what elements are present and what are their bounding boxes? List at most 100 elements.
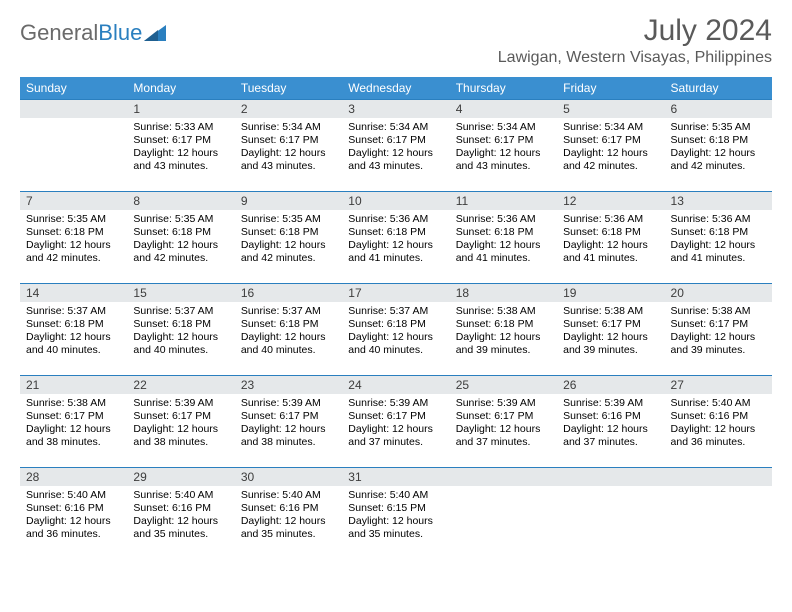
day-body: Sunrise: 5:34 AMSunset: 6:17 PMDaylight:… [342, 118, 449, 191]
day-line: Daylight: 12 hours [671, 239, 766, 252]
day-line: and 39 minutes. [456, 344, 551, 357]
day-line: Daylight: 12 hours [241, 515, 336, 528]
day-line: Sunset: 6:17 PM [563, 318, 658, 331]
day-body: Sunrise: 5:40 AMSunset: 6:15 PMDaylight:… [342, 486, 449, 559]
day-line: Sunrise: 5:36 AM [671, 213, 766, 226]
day-body: Sunrise: 5:36 AMSunset: 6:18 PMDaylight:… [450, 210, 557, 283]
day-line: Sunset: 6:18 PM [456, 226, 551, 239]
calendar-day-cell: 4Sunrise: 5:34 AMSunset: 6:17 PMDaylight… [450, 99, 557, 191]
day-line: and 38 minutes. [133, 436, 228, 449]
day-line: Daylight: 12 hours [133, 147, 228, 160]
day-line: Daylight: 12 hours [26, 331, 121, 344]
day-number: 18 [450, 283, 557, 302]
day-number [20, 99, 127, 118]
day-line: Daylight: 12 hours [241, 423, 336, 436]
day-line: Daylight: 12 hours [133, 515, 228, 528]
brand-logo: GeneralBlue [20, 20, 166, 46]
calendar-day-cell: 14Sunrise: 5:37 AMSunset: 6:18 PMDayligh… [20, 283, 127, 375]
calendar-day-cell: 9Sunrise: 5:35 AMSunset: 6:18 PMDaylight… [235, 191, 342, 283]
day-line: Daylight: 12 hours [26, 239, 121, 252]
day-header: Sunday [20, 77, 127, 99]
day-number: 17 [342, 283, 449, 302]
day-body: Sunrise: 5:37 AMSunset: 6:18 PMDaylight:… [235, 302, 342, 375]
day-number: 9 [235, 191, 342, 210]
day-line: Sunrise: 5:40 AM [348, 489, 443, 502]
day-body: Sunrise: 5:35 AMSunset: 6:18 PMDaylight:… [235, 210, 342, 283]
day-line: Daylight: 12 hours [241, 147, 336, 160]
day-line: Sunrise: 5:38 AM [671, 305, 766, 318]
day-line: Daylight: 12 hours [348, 423, 443, 436]
day-line: Sunset: 6:17 PM [241, 134, 336, 147]
day-line: Sunrise: 5:34 AM [563, 121, 658, 134]
location-text: Lawigan, Western Visayas, Philippines [498, 49, 772, 67]
day-number: 7 [20, 191, 127, 210]
day-line: Sunrise: 5:40 AM [241, 489, 336, 502]
day-header: Wednesday [342, 77, 449, 99]
day-line: Sunset: 6:18 PM [348, 226, 443, 239]
calendar-day-cell: 23Sunrise: 5:39 AMSunset: 6:17 PMDayligh… [235, 375, 342, 467]
day-body: Sunrise: 5:36 AMSunset: 6:18 PMDaylight:… [557, 210, 664, 283]
day-line: and 42 minutes. [563, 160, 658, 173]
day-line: Sunset: 6:17 PM [348, 410, 443, 423]
day-line: Sunrise: 5:38 AM [456, 305, 551, 318]
day-line: Sunrise: 5:34 AM [241, 121, 336, 134]
day-number: 25 [450, 375, 557, 394]
day-line: Sunrise: 5:36 AM [348, 213, 443, 226]
day-body: Sunrise: 5:37 AMSunset: 6:18 PMDaylight:… [127, 302, 234, 375]
day-line: Sunset: 6:18 PM [26, 318, 121, 331]
calendar-day-cell: 16Sunrise: 5:37 AMSunset: 6:18 PMDayligh… [235, 283, 342, 375]
day-line: Daylight: 12 hours [563, 331, 658, 344]
calendar-day-cell: 25Sunrise: 5:39 AMSunset: 6:17 PMDayligh… [450, 375, 557, 467]
day-number: 22 [127, 375, 234, 394]
day-line: Daylight: 12 hours [563, 147, 658, 160]
day-number: 12 [557, 191, 664, 210]
day-header: Tuesday [235, 77, 342, 99]
day-line: Sunset: 6:18 PM [133, 226, 228, 239]
day-line: Sunset: 6:18 PM [241, 226, 336, 239]
day-number: 1 [127, 99, 234, 118]
day-line: Daylight: 12 hours [671, 147, 766, 160]
day-line: Daylight: 12 hours [671, 423, 766, 436]
day-line: Sunrise: 5:35 AM [133, 213, 228, 226]
day-line: Sunset: 6:18 PM [241, 318, 336, 331]
day-line: and 41 minutes. [671, 252, 766, 265]
day-line: Sunset: 6:15 PM [348, 502, 443, 515]
day-line: Sunset: 6:17 PM [241, 410, 336, 423]
day-line: and 40 minutes. [26, 344, 121, 357]
day-line: Daylight: 12 hours [26, 423, 121, 436]
day-body: Sunrise: 5:34 AMSunset: 6:17 PMDaylight:… [235, 118, 342, 191]
calendar-day-cell: 20Sunrise: 5:38 AMSunset: 6:17 PMDayligh… [665, 283, 772, 375]
day-number [557, 467, 664, 486]
day-line: and 36 minutes. [671, 436, 766, 449]
brand-part2: Blue [98, 20, 142, 46]
day-line: Sunset: 6:17 PM [671, 318, 766, 331]
day-line: and 35 minutes. [133, 528, 228, 541]
calendar-day-cell: 22Sunrise: 5:39 AMSunset: 6:17 PMDayligh… [127, 375, 234, 467]
calendar-day-cell: 12Sunrise: 5:36 AMSunset: 6:18 PMDayligh… [557, 191, 664, 283]
day-line: Sunset: 6:17 PM [133, 410, 228, 423]
day-body: Sunrise: 5:35 AMSunset: 6:18 PMDaylight:… [665, 118, 772, 191]
month-title: July 2024 [498, 14, 772, 47]
day-line: and 40 minutes. [133, 344, 228, 357]
calendar-day-cell: 6Sunrise: 5:35 AMSunset: 6:18 PMDaylight… [665, 99, 772, 191]
day-line: Sunset: 6:17 PM [26, 410, 121, 423]
day-line: Daylight: 12 hours [241, 331, 336, 344]
day-line: Daylight: 12 hours [241, 239, 336, 252]
day-body: Sunrise: 5:40 AMSunset: 6:16 PMDaylight:… [20, 486, 127, 559]
day-line: and 42 minutes. [241, 252, 336, 265]
day-line: Sunrise: 5:39 AM [133, 397, 228, 410]
day-line: Sunrise: 5:40 AM [26, 489, 121, 502]
day-line: and 38 minutes. [26, 436, 121, 449]
calendar-day-cell: 19Sunrise: 5:38 AMSunset: 6:17 PMDayligh… [557, 283, 664, 375]
day-number: 10 [342, 191, 449, 210]
day-line: and 42 minutes. [133, 252, 228, 265]
day-number: 8 [127, 191, 234, 210]
calendar-day-cell: 3Sunrise: 5:34 AMSunset: 6:17 PMDaylight… [342, 99, 449, 191]
day-body: Sunrise: 5:34 AMSunset: 6:17 PMDaylight:… [557, 118, 664, 191]
day-line: Sunrise: 5:35 AM [26, 213, 121, 226]
day-line: and 42 minutes. [671, 160, 766, 173]
day-line: Daylight: 12 hours [456, 239, 551, 252]
day-line: Sunrise: 5:38 AM [26, 397, 121, 410]
calendar-week-row: 1Sunrise: 5:33 AMSunset: 6:17 PMDaylight… [20, 99, 772, 191]
day-line: Sunset: 6:18 PM [671, 134, 766, 147]
